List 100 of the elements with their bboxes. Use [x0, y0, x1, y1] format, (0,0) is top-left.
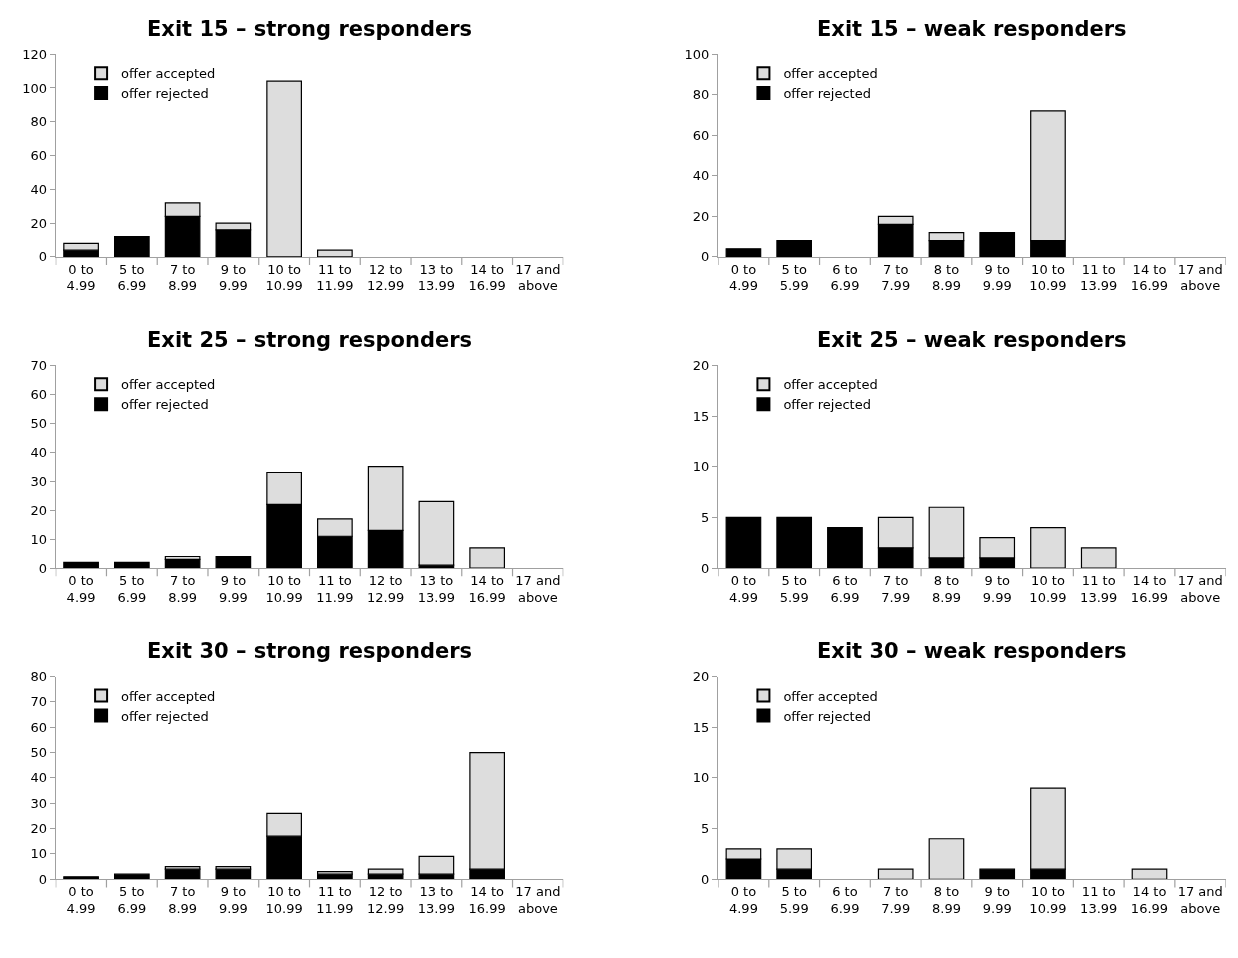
bar: [113, 561, 150, 569]
y-tick-label: 30: [30, 473, 48, 489]
bar: [113, 873, 150, 880]
y-tick-label: 10: [30, 846, 48, 862]
y-tick-label: 5: [701, 821, 710, 837]
x-tick-label: 11 to 13.99: [1080, 261, 1118, 294]
bar: [1131, 868, 1168, 880]
x-tick-label: 14 to 16.99: [468, 883, 506, 916]
chart-title: Exit 15 – weak responders: [817, 17, 1127, 41]
y-tick-label: 60: [30, 386, 48, 402]
x-tick-label: 7 to 7.99: [881, 261, 911, 294]
x-tick-label: 0 to 4.99: [728, 883, 758, 916]
bar: [776, 516, 813, 569]
x-tick-label: 17 and above: [515, 261, 561, 294]
y-tick-label: 20: [692, 357, 710, 373]
x-tick-label: 9 to 9.99: [218, 261, 248, 294]
bar: [979, 868, 1016, 880]
x-tick-label: 5 to 5.99: [779, 883, 809, 916]
x-tick-label: 12 to 12.99: [367, 261, 405, 294]
bar: [877, 868, 914, 880]
x-tick-label: 5 to 5.99: [779, 261, 809, 294]
x-tick-label: 10 to 10.99: [265, 572, 303, 605]
x-tick-label: 8 to 8.99: [931, 883, 961, 916]
y-tick-label: 80: [692, 87, 710, 103]
x-tick-label: 9 to 9.99: [218, 572, 248, 605]
x-tick-label: 7 to 8.99: [168, 883, 198, 916]
bar: [63, 561, 99, 569]
legend-label: offer accepted: [783, 377, 878, 393]
y-tick-label: 60: [692, 127, 710, 143]
x-tick-label: 11 to 13.99: [1080, 572, 1118, 605]
y-tick-label: 10: [692, 459, 710, 475]
x-tick-label: 17 and above: [1177, 883, 1223, 916]
x-tick-label: 9 to 9.99: [982, 261, 1012, 294]
x-tick-label: 6 to 6.99: [830, 883, 860, 916]
bar: [418, 500, 455, 566]
bar: [367, 868, 404, 875]
y-tick-label: 10: [30, 531, 48, 547]
x-tick-label: 5 to 6.99: [117, 883, 147, 916]
x-tick-label: 7 to 8.99: [168, 572, 198, 605]
legend-label: offer accepted: [121, 66, 216, 82]
x-tick-label: 0 to 4.99: [728, 261, 758, 294]
y-tick-label: 80: [30, 669, 48, 685]
x-tick-label: 11 to 11.99: [316, 883, 354, 916]
x-tick-label: 14 to 16.99: [1130, 572, 1169, 605]
legend-label: offer rejected: [121, 86, 209, 102]
x-tick-label: 11 to 11.99: [316, 572, 354, 605]
chart-title: Exit 25 – weak responders: [817, 328, 1127, 352]
y-tick-label: 5: [701, 509, 710, 525]
x-tick-label: 14 to 16.99: [468, 261, 506, 294]
legend-label: offer accepted: [121, 688, 216, 704]
bar: [725, 248, 762, 257]
x-tick-label: 13 to 13.99: [417, 883, 456, 916]
x-tick-label: 12 to 12.99: [367, 883, 405, 916]
bar: [827, 526, 863, 569]
y-tick-label: 15: [692, 719, 710, 735]
x-tick-label: 8 to 8.99: [931, 572, 961, 605]
y-tick-label: 0: [701, 560, 710, 576]
bar: [979, 231, 1016, 257]
x-tick-label: 10 to 10.99: [265, 261, 303, 294]
x-tick-label: 17 and above: [515, 883, 561, 916]
y-tick-label: 40: [30, 181, 48, 197]
bar: [266, 80, 302, 257]
x-tick-label: 7 to 7.99: [881, 572, 911, 605]
bar: [928, 838, 965, 880]
x-tick-label: 0 to 4.99: [66, 261, 96, 294]
x-tick-label: 13 to 13.99: [417, 261, 456, 294]
y-tick-label: 0: [38, 871, 48, 887]
x-tick-label: 0 to 4.99: [66, 883, 96, 916]
y-tick-label: 60: [30, 719, 48, 735]
y-tick-label: 60: [30, 148, 48, 164]
x-tick-label: 7 to 8.99: [168, 261, 198, 294]
x-tick-label: 9 to 9.99: [218, 883, 248, 916]
y-tick-label: 40: [692, 168, 710, 184]
x-tick-label: 0 to 4.99: [728, 572, 758, 605]
x-tick-label: 13 to 13.99: [417, 572, 456, 605]
x-tick-label: 6 to 6.99: [830, 572, 860, 605]
chart-title: Exit 30 – strong responders: [147, 639, 473, 663]
y-tick-label: 20: [692, 669, 710, 685]
y-tick-label: 120: [22, 46, 48, 62]
legend-label: offer accepted: [783, 688, 878, 704]
x-tick-label: 7 to 7.99: [881, 883, 911, 916]
bar: [63, 876, 99, 880]
x-tick-label: 6 to 6.99: [830, 261, 860, 294]
y-tick-label: 100: [684, 46, 710, 62]
x-tick-label: 14 to 16.99: [468, 572, 506, 605]
legend-label: offer rejected: [121, 397, 209, 413]
x-tick-label: 17 and above: [1177, 261, 1223, 294]
x-tick-label: 14 to 16.99: [1130, 883, 1169, 916]
legend-label: offer accepted: [121, 377, 216, 393]
legend-label: offer rejected: [121, 708, 209, 724]
y-tick-label: 50: [30, 415, 48, 431]
bar: [776, 240, 813, 257]
chart-title: Exit 30 – weak responders: [817, 639, 1127, 663]
y-tick-label: 0: [38, 560, 48, 576]
y-tick-label: 0: [38, 249, 48, 265]
y-tick-label: 50: [30, 745, 48, 761]
x-tick-label: 10 to 10.99: [1029, 261, 1067, 294]
x-tick-label: 9 to 9.99: [982, 572, 1012, 605]
bar: [469, 547, 506, 569]
legend-label: offer rejected: [783, 397, 871, 413]
